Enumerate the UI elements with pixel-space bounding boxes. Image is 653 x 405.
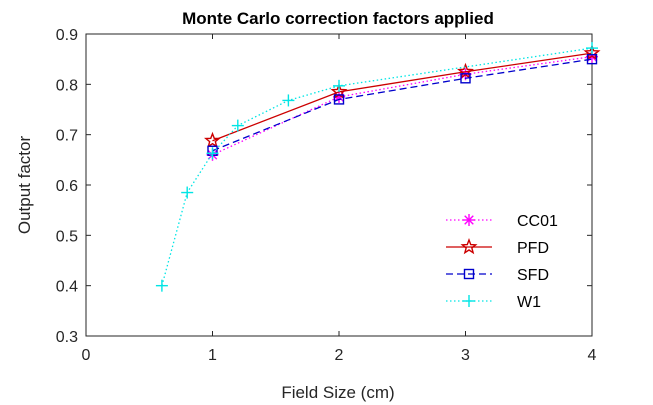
data-point-w1 [282, 94, 295, 107]
legend-item-sfd: SFD [446, 267, 549, 284]
data-point-w1 [231, 119, 244, 132]
legend-marker-pfd [460, 238, 478, 255]
data-point-pfd [456, 62, 475, 79]
legend-marker-sfd [463, 268, 475, 280]
series-sfd [207, 53, 598, 156]
data-point-w1 [586, 42, 598, 55]
y-tick-label: 0.6 [56, 178, 78, 195]
y-tick-label: 0.7 [56, 128, 78, 145]
x-tick-label: 0 [82, 347, 91, 364]
y-tick-label: 0.3 [56, 329, 78, 346]
y-tick-label: 0.9 [56, 27, 78, 44]
legend-label-w1: W1 [517, 294, 541, 311]
data-point-w1 [181, 186, 194, 199]
data-point-sfd [586, 53, 598, 65]
series-pfd [203, 44, 601, 148]
y-tick-label: 0.4 [56, 279, 78, 296]
series-line-pfd [212, 52, 593, 142]
x-tick-label: 3 [461, 347, 470, 364]
legend: CC01 PFD SFD W1 [446, 213, 558, 311]
data-point-w1 [155, 279, 168, 292]
data-point-pfd [203, 131, 222, 148]
x-axis-label: Field Size (cm) [281, 383, 394, 402]
chart-title: Monte Carlo correction factors applied [182, 9, 494, 28]
legend-label-sfd: SFD [517, 267, 549, 284]
data-point-sfd [460, 73, 471, 84]
x-tick-label: 1 [208, 347, 217, 364]
data-point-pfd [583, 44, 601, 61]
data-point-w1 [206, 147, 219, 160]
x-tick-label: 2 [335, 347, 344, 364]
plot-series [155, 42, 601, 292]
legend-label-pfd: PFD [517, 240, 549, 257]
legend-marker-w1 [463, 295, 475, 307]
series-w1 [155, 42, 598, 292]
x-tick-label: 4 [588, 347, 597, 364]
legend-item-cc01: CC01 [446, 213, 558, 230]
legend-item-w1: W1 [446, 294, 541, 311]
data-point-w1 [333, 79, 345, 92]
data-point-sfd [333, 94, 345, 105]
y-tick-label: 0.5 [56, 228, 78, 245]
y-axis-label: Output factor [15, 136, 34, 235]
axes: 0 1 2 3 4 0.3 0.4 0.5 0.6 0.7 0.8 0.9 [56, 27, 597, 364]
legend-marker-cc01 [463, 214, 475, 226]
legend-label-cc01: CC01 [517, 213, 558, 230]
series-line-sfd [212, 58, 593, 152]
legend-item-pfd: PFD [446, 238, 549, 257]
y-tick-label: 0.8 [56, 77, 78, 94]
